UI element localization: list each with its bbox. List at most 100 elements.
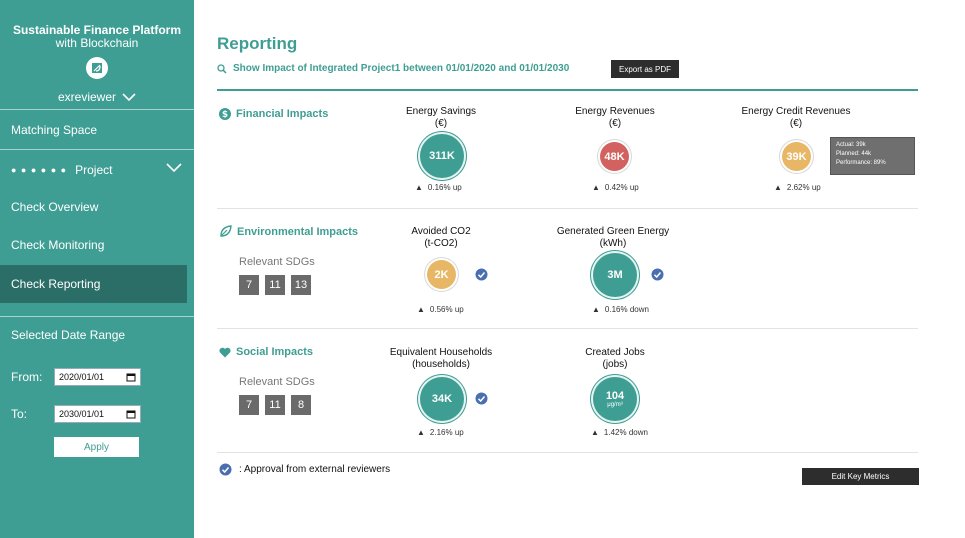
metric-delta: ▲ 0.16% down (592, 305, 649, 314)
sdg-badge: 13 (291, 275, 311, 295)
metric-unit: (€) (608, 118, 622, 129)
export-pdf-button[interactable]: Export as PDF (611, 60, 679, 78)
project-dots: ● ● ● ● ● ● (11, 165, 68, 175)
metric-equivalent-households: Equivalent Households (households) (371, 347, 511, 371)
leaf-logo-icon (86, 57, 108, 79)
brand-title: Sustainable Finance Platform with Blockc… (0, 24, 194, 50)
metric-bubble[interactable]: 2K (427, 260, 456, 289)
user-menu[interactable]: exreviewer (0, 88, 194, 106)
section-divider (217, 208, 918, 209)
metric-generated-green-energy: Generated Green Energy (kWh) (543, 226, 683, 250)
sdg-badge: 8 (291, 395, 311, 415)
up-arrow-icon: ▲ (417, 428, 425, 437)
to-date-input[interactable]: 2030/01/01 (54, 405, 141, 423)
metric-unit: (households) (412, 359, 470, 370)
metric-delta: ▲ 0.42% up (592, 183, 639, 192)
date-range-title: Selected Date Range (11, 328, 126, 342)
apply-button[interactable]: Apply (54, 437, 139, 457)
nav-project[interactable]: ● ● ● ● ● ● Project (0, 151, 194, 189)
to-label: To: (11, 407, 28, 421)
delta-text: 2.16% up (429, 428, 464, 437)
section-title: Financial Impacts (236, 108, 329, 120)
verified-check-icon (475, 392, 488, 405)
verified-check-icon (651, 268, 664, 281)
nav-check-reporting[interactable]: Check Reporting (0, 265, 187, 303)
from-label: From: (11, 370, 43, 384)
up-arrow-icon: ▲ (774, 183, 782, 192)
approval-legend: : Approval from external reviewers (219, 463, 390, 476)
delta-text: 2.62% up (786, 183, 821, 192)
metric-unit: (jobs) (602, 359, 628, 370)
metric-tooltip: Actual: 39k Planned: 44k Performance: 89… (830, 137, 915, 175)
up-arrow-icon: ▲ (591, 428, 599, 437)
financial-impacts-heading: $ Financial Impacts (219, 108, 328, 120)
nav-check-monitoring[interactable]: Check Monitoring (0, 226, 194, 264)
impact-scope-link[interactable]: Show Impact of Integrated Project1 betwe… (217, 63, 569, 74)
sdg-badge: 7 (239, 395, 259, 415)
verified-check-icon (219, 463, 232, 476)
sidebar-divider (0, 109, 194, 110)
social-impacts-heading: Social Impacts (219, 346, 313, 358)
metric-title: Generated Green Energy (556, 226, 670, 237)
metric-value: 311K (429, 150, 455, 162)
section-divider (217, 328, 918, 329)
metric-title: Created Jobs (585, 347, 645, 358)
up-arrow-icon: ▲ (415, 183, 423, 192)
metric-value-unit: μg/m³ (607, 402, 623, 408)
sdg-label: Relevant SDGs (239, 376, 315, 388)
metric-title: Equivalent Households (389, 347, 493, 358)
nav-check-overview[interactable]: Check Overview (0, 188, 194, 226)
tooltip-actual: Actual: 39k (836, 142, 866, 148)
metric-created-jobs: Created Jobs (jobs) (545, 347, 685, 371)
delta-text: 0.16% up (427, 183, 462, 192)
tooltip-planned: Planned: 44k (836, 151, 872, 157)
nav-label: Check Reporting (11, 277, 101, 291)
to-date-value: 2030/01/01 (59, 409, 105, 419)
zoom-icon (217, 63, 227, 74)
approval-text: : Approval from external reviewers (239, 464, 391, 475)
nav-matching-space[interactable]: Matching Space (0, 111, 194, 149)
metric-title: Avoided CO2 (411, 226, 471, 237)
sidebar-divider (0, 149, 194, 150)
metric-delta: ▲ 0.16% up (415, 183, 462, 192)
metric-bubble[interactable]: 34K (420, 377, 464, 421)
sdg-list: 7 11 8 (239, 395, 311, 415)
from-date-input[interactable]: 2020/01/01 (54, 368, 141, 386)
edit-key-metrics-button[interactable]: Edit Key Metrics (802, 468, 919, 485)
sdg-list: 7 11 13 (239, 275, 311, 295)
tooltip-performance: Performance: 89% (836, 160, 886, 166)
delta-text: 0.42% up (604, 183, 639, 192)
nav-label: Check Monitoring (11, 238, 105, 252)
metric-energy-savings: Energy Savings (€) (371, 106, 511, 130)
delta-text: 0.16% down (604, 305, 649, 314)
metric-bubble[interactable]: 48K (600, 142, 629, 171)
metric-title: Energy Credit Revenues (741, 106, 851, 117)
metric-delta: ▲ 2.62% up (774, 183, 821, 192)
nav-label: Check Overview (11, 200, 99, 214)
up-arrow-icon: ▲ (592, 183, 600, 192)
metric-value: 3M (607, 269, 623, 281)
sidebar: Sustainable Finance Platform with Blockc… (0, 0, 194, 538)
brand-line-1: Sustainable Finance Platform (12, 23, 182, 37)
metric-delta: ▲ 0.56% up (417, 305, 464, 314)
nav-label: Project (75, 163, 113, 177)
metric-bubble[interactable]: 311K (420, 134, 464, 178)
chevron-down-icon (166, 163, 182, 172)
metric-title: Energy Savings (405, 106, 477, 117)
delta-text: 1.42% down (603, 428, 648, 437)
metric-unit: (€) (434, 118, 448, 129)
metric-bubble[interactable]: 104 μg/m³ (593, 377, 637, 421)
heart-icon (219, 347, 231, 358)
from-date-value: 2020/01/01 (59, 372, 105, 382)
sdg-label: Relevant SDGs (239, 256, 315, 268)
calendar-icon[interactable] (126, 409, 136, 421)
header-divider (217, 89, 918, 91)
metric-title: Energy Revenues (575, 106, 655, 117)
metric-value: 39K (786, 150, 807, 163)
metric-energy-credit-revenues: Energy Credit Revenues (€) (726, 106, 866, 130)
delta-text: 0.56% up (429, 305, 464, 314)
metric-bubble[interactable]: 39K (782, 142, 811, 171)
metric-bubble[interactable]: 3M (593, 253, 637, 297)
calendar-icon[interactable] (126, 372, 136, 384)
up-arrow-icon: ▲ (417, 305, 425, 314)
